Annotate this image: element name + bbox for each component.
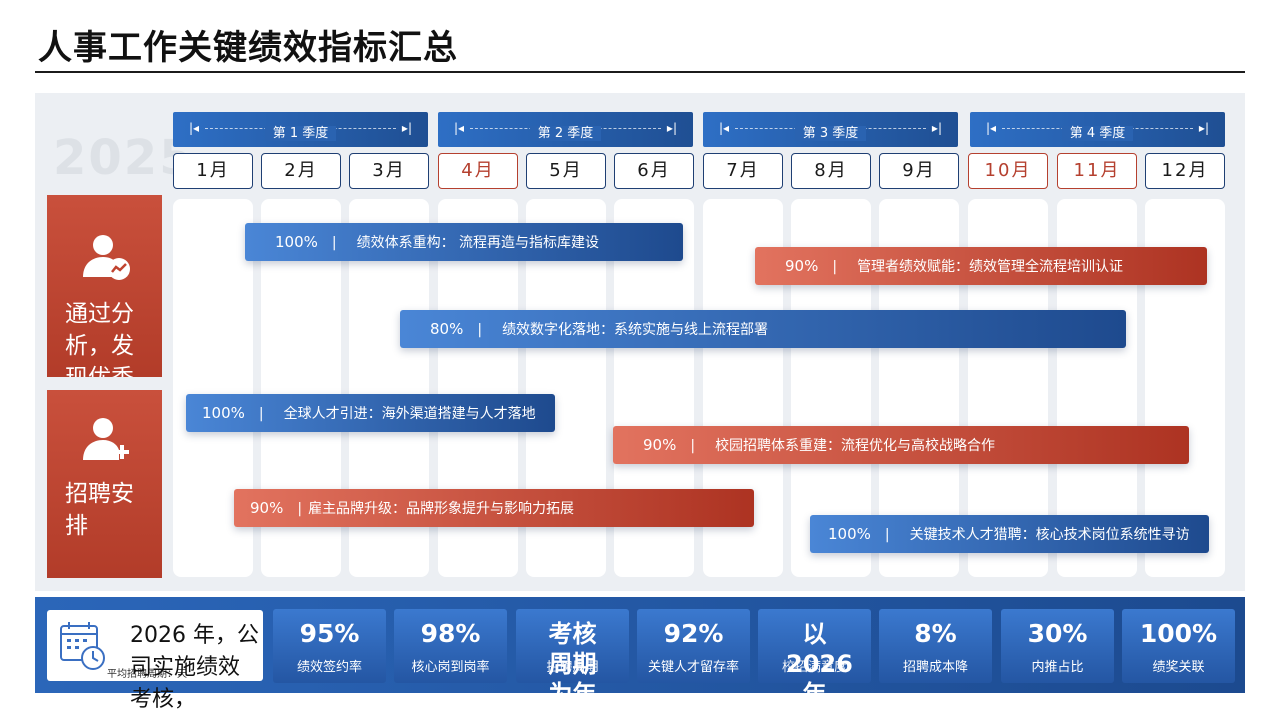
month-jun: 6月 — [614, 153, 694, 189]
year-watermark: 2025 — [53, 130, 195, 186]
bar-percent: 100% — [202, 404, 245, 422]
kpi-value: 以2026年 — [786, 620, 853, 708]
arrow-left-icon: |◂ — [986, 121, 997, 135]
month-jan: 1月 — [173, 153, 253, 189]
bar-separator: | — [297, 501, 303, 517]
bar-percent: 100% — [275, 233, 318, 251]
kpi-value: 95% — [299, 619, 360, 648]
gantt-bar[interactable]: 90% | 雇主品牌升级：品牌形象提升与影响力拓展 — [234, 489, 754, 527]
bar-separator: | — [477, 322, 483, 338]
month-nov: 11月 — [1057, 153, 1137, 189]
bar-label: 雇主品牌升级：品牌形象提升与影响力拓展 — [308, 501, 575, 517]
bar-separator: | — [331, 235, 337, 251]
month-mar: 3月 — [349, 153, 429, 189]
quarter-label: 第 1 季度 — [264, 126, 337, 141]
bar-separator: | — [690, 438, 696, 454]
kpi-label: 校招满意度 — [781, 660, 847, 675]
kpi-label: 绩效签约率 — [296, 660, 362, 675]
kpi-label: 绩奖关联 — [1152, 660, 1205, 675]
intro-text: 2026 年，公司实施绩效考核， — [130, 623, 259, 712]
arrow-right-icon: ▸| — [666, 121, 677, 135]
kpi-value: 92% — [663, 619, 724, 648]
arrow-right-icon: ▸| — [401, 121, 412, 135]
kpi-label: 核心岗到岗率 — [411, 660, 490, 675]
quarter-header-4: |◂ 第 4 季度 ▸| — [970, 112, 1225, 147]
month-may: 5月 — [526, 153, 606, 189]
arrow-right-icon: ▸| — [1198, 121, 1209, 135]
kpi-label: 招聘周期 — [546, 660, 599, 675]
month-oct: 10月 — [968, 153, 1048, 189]
quarter-label: 第 4 季度 — [1061, 126, 1134, 141]
calendar-clock-icon — [60, 622, 105, 670]
user-plus-icon — [83, 418, 129, 460]
kpi-value: 8% — [914, 619, 957, 648]
month-dec: 12月 — [1145, 153, 1225, 189]
kpi-value: 30% — [1027, 619, 1088, 648]
intro-caption: 平均招聘周期：天 — [107, 669, 187, 680]
kpi-card: 招聘周期 考核周期为年 — [516, 609, 629, 708]
gantt-bar[interactable]: 100% | 全球人才引进：海外渠道搭建与人才落地 — [186, 394, 555, 432]
quarter-header-2: |◂ 第 2 季度 ▸| — [438, 112, 693, 147]
gantt-bar[interactable]: 80% | 绩效数字化落地：系统实施与线上流程部署 — [400, 310, 1126, 348]
bar-label: 全球人才引进：海外渠道搭建与人才落地 — [283, 406, 536, 422]
bar-percent: 100% — [828, 525, 871, 543]
quarter-label: 第 3 季度 — [794, 126, 867, 141]
kpi-card: 100% 绩奖关联 — [1122, 609, 1235, 683]
user-chart-icon — [83, 235, 130, 280]
bar-label: 管理者绩效赋能：绩效管理全流程培训认证 — [857, 259, 1124, 275]
kpi-value: 100% — [1139, 619, 1218, 648]
bar-separator: | — [258, 406, 264, 422]
arrow-left-icon: |◂ — [189, 121, 200, 135]
month-feb: 2月 — [261, 153, 341, 189]
title-divider — [35, 71, 1245, 73]
kpi-card: 8% 招聘成本降 — [879, 609, 992, 683]
bar-percent: 90% — [643, 436, 677, 454]
gantt-bar[interactable]: 90% | 管理者绩效赋能：绩效管理全流程培训认证 — [755, 247, 1207, 285]
quarter-label: 第 2 季度 — [529, 126, 602, 141]
gantt-bar[interactable]: 90% | 校园招聘体系重建：流程优化与高校战略合作 — [613, 426, 1189, 464]
side-panel-text: 招聘安排 — [65, 481, 134, 539]
month-apr: 4月 — [438, 153, 518, 189]
side-panel-recruit: 招聘安排 — [47, 390, 162, 578]
month-aug: 8月 — [791, 153, 871, 189]
side-panel-text: 通过分析，发现优秀部门在创新能力和客户满意度方面表现突出，制 — [65, 301, 134, 377]
bar-label: 校园招聘体系重建：流程优化与高校战略合作 — [715, 438, 996, 454]
gantt-bar[interactable]: 100% | 绩效体系重构： 流程再造与指标库建设 — [245, 223, 683, 261]
kpi-value: 考核周期为年 — [548, 620, 597, 708]
month-jul: 7月 — [703, 153, 783, 189]
kpi-label: 关键人才留存率 — [647, 660, 739, 675]
kpi-label: 招聘成本降 — [902, 660, 968, 675]
gantt-bar[interactable]: 100% | 关键技术人才猎聘：核心技术岗位系统性寻访 — [810, 515, 1209, 553]
arrow-right-icon: ▸| — [931, 121, 942, 135]
bar-label: 绩效体系重构： 流程再造与指标库建设 — [356, 235, 600, 251]
bar-separator: | — [884, 527, 890, 543]
bar-separator: | — [832, 259, 838, 275]
footer-intro-card: 平均招聘周期：天 — [47, 610, 263, 681]
kpi-value: 98% — [420, 619, 481, 648]
bar-percent: 90% — [785, 257, 819, 275]
bar-label: 关键技术人才猎聘：核心技术岗位系统性寻访 — [909, 527, 1190, 543]
side-panel-performance: 通过分析，发现优秀部门在创新能力和客户满意度方面表现突出，制 — [47, 195, 162, 377]
quarter-header-3: |◂ 第 3 季度 ▸| — [703, 112, 958, 147]
kpi-card: 95% 绩效签约率 — [273, 609, 386, 683]
arrow-left-icon: |◂ — [454, 121, 465, 135]
kpi-card: 92% 关键人才留存率 — [637, 609, 750, 683]
kpi-card: 校招满意度 以2026年 — [758, 609, 871, 708]
kpi-card: 98% 核心岗到岗率 — [394, 609, 507, 683]
bar-percent: 80% — [430, 320, 464, 338]
kpi-card: 30% 内推占比 — [1001, 609, 1114, 683]
kpi-label: 内推占比 — [1031, 660, 1084, 675]
bar-label: 绩效数字化落地：系统实施与线上流程部署 — [502, 322, 769, 338]
page-title: 人事工作关键绩效指标汇总 — [38, 28, 458, 68]
arrow-left-icon: |◂ — [719, 121, 730, 135]
quarter-header-1: |◂ 第 1 季度 ▸| — [173, 112, 428, 147]
bar-percent: 90% — [250, 499, 284, 517]
month-sep: 9月 — [879, 153, 959, 189]
